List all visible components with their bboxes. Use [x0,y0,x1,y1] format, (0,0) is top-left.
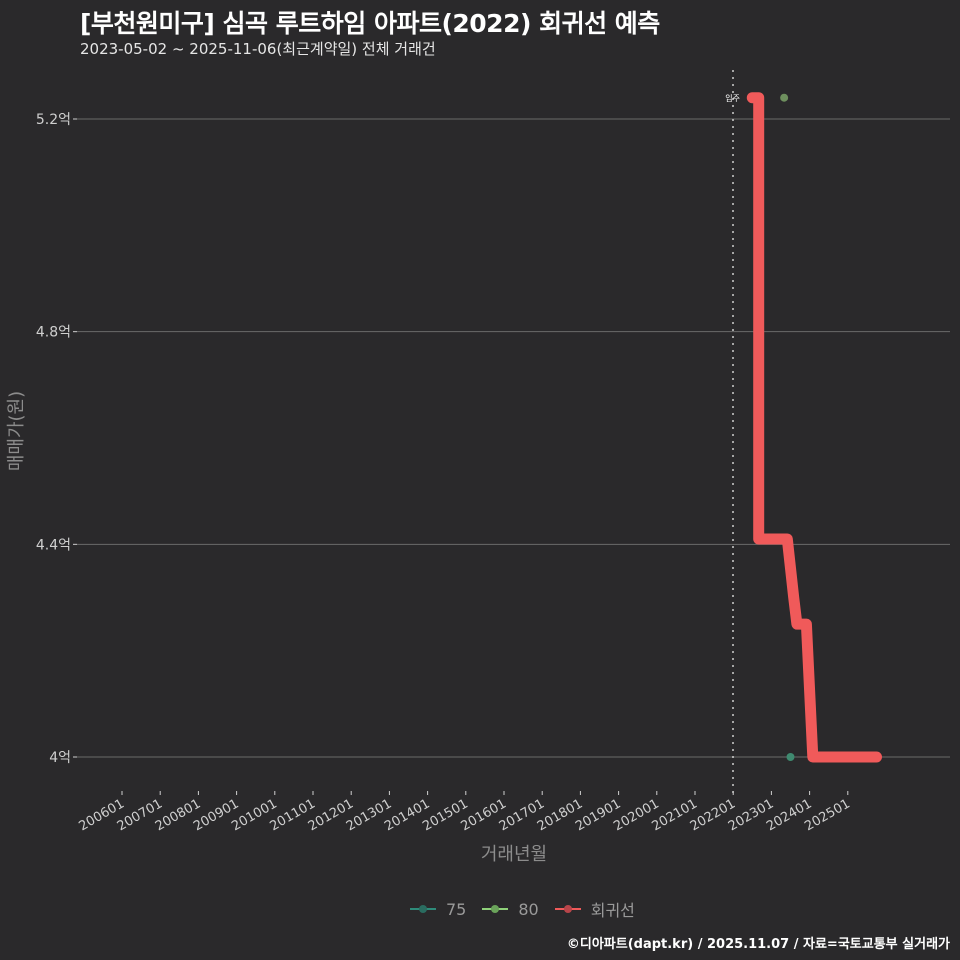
legend-label-regression: 회귀선 [590,901,635,920]
legend-label-80: 80 [518,899,539,919]
y-tick-label: 5.2억 [36,112,71,128]
legend-key-80-icon [482,903,509,915]
chart-subtitle: 2023-05-02 ~ 2025-11-06(최근계약일) 전체 거래건 [80,40,436,58]
y-tick-label: 4.8억 [36,325,71,341]
move-in-label: 입주 [725,94,740,103]
legend-label-75: 75 [446,899,467,919]
legend-key-regression-icon [554,903,581,915]
x-axis-ticks: 2006012007012008012009012010012011012012… [77,791,853,834]
source-caption: ©디아파트(dapt.kr) / 2025.11.07 / 자료=국토교통부 실… [566,937,950,952]
legend-item-75[interactable]: 75 [410,900,466,919]
data-point-75 [786,753,795,761]
legend-key-75-icon [410,903,436,915]
data-point-80 [780,93,789,102]
x-axis-title: 거래년월 [481,844,547,865]
y-axis-ticks: 4억 4.4억 4.8억 5.2억 [36,112,77,766]
y-tick-label: 4.4억 [36,537,71,553]
y-gridlines [77,118,950,758]
legend-item-regression[interactable]: 회귀선 [554,897,635,921]
legend-item-80[interactable]: 80 [482,899,539,919]
regression-line [746,92,882,763]
series-layer [746,92,882,763]
chart-title: [부천원미구] 심곡 루트하임 아파트(2022) 회귀선 예측 [80,9,660,38]
y-axis-title: 매매가(원) [6,391,27,471]
legend: 75 80 회귀선 [410,897,641,921]
y-tick-label: 4억 [49,750,71,766]
